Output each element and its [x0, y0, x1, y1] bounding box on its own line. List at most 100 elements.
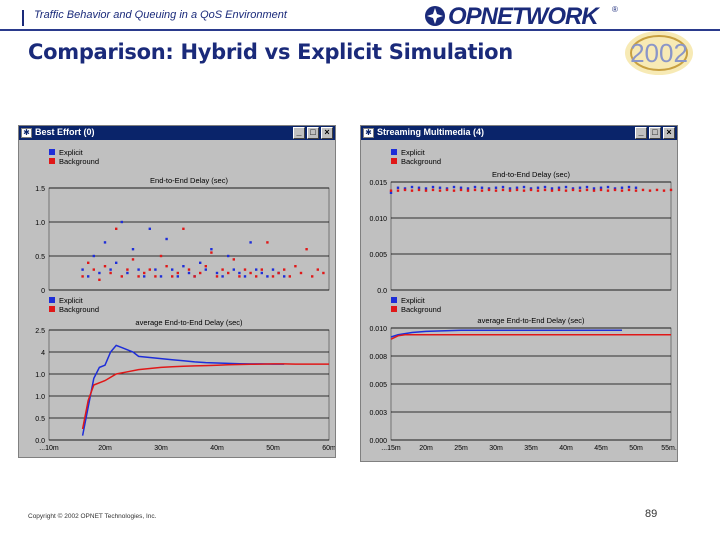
- y-tick-label: 0.0: [35, 438, 45, 445]
- legend-label: Background: [59, 305, 99, 314]
- legend-label: Background: [59, 157, 99, 166]
- data-point: [564, 185, 568, 189]
- minimize-button[interactable]: _: [635, 127, 647, 139]
- data-point: [260, 268, 263, 271]
- data-point: [87, 261, 90, 264]
- data-point: [238, 275, 241, 278]
- data-point: [255, 275, 258, 278]
- data-point: [438, 186, 442, 189]
- data-point: [389, 191, 393, 194]
- data-point: [271, 268, 275, 271]
- data-point: [238, 271, 241, 275]
- data-point: [249, 271, 252, 275]
- data-point: [260, 271, 263, 275]
- data-point: [176, 275, 179, 278]
- data-point: [669, 188, 673, 192]
- data-point: [431, 188, 435, 192]
- data-point: [182, 265, 185, 268]
- header-caption: Traffic Behavior and Queuing in a QoS En…: [34, 9, 287, 21]
- legend-swatch: [49, 158, 55, 164]
- data-point: [255, 268, 258, 271]
- y-tick-label: 0.005: [369, 252, 387, 259]
- data-point: [417, 188, 421, 192]
- y-tick-label: 0.005: [369, 382, 387, 389]
- panel-label: average End-to-End Delay (sec): [135, 318, 243, 327]
- y-tick-label: 0.000: [369, 438, 387, 445]
- window-titlebar[interactable]: ✱ Best Effort (0) _ □ ×: [19, 126, 335, 140]
- x-tick-label: 30m: [154, 445, 168, 452]
- y-tick-label: 1.0: [35, 372, 45, 379]
- data-point: [204, 265, 207, 268]
- data-point: [294, 265, 297, 268]
- window-system-icon[interactable]: ✱: [21, 128, 32, 138]
- legend-label: Explicit: [401, 296, 426, 305]
- data-point: [487, 187, 491, 190]
- opnetwork-logo: OPNETWORK ®: [420, 3, 620, 30]
- data-point: [452, 185, 456, 189]
- x-tick-label: 60m: [322, 445, 335, 452]
- data-point: [438, 189, 442, 192]
- data-point: [662, 189, 666, 192]
- window-title: Best Effort (0): [35, 127, 95, 137]
- data-point: [515, 188, 519, 192]
- window-titlebar[interactable]: ✱ Streaming Multimedia (4) _ □ ×: [361, 126, 677, 140]
- data-point: [249, 241, 252, 244]
- data-point: [126, 268, 129, 271]
- data-point: [165, 237, 168, 241]
- header-left-rule: [22, 10, 24, 26]
- data-point: [424, 189, 428, 192]
- data-point: [126, 271, 129, 275]
- data-point: [585, 185, 589, 189]
- slide-title: Comparison: Hybrid vs Explicit Simulatio…: [28, 40, 513, 64]
- data-point: [396, 189, 400, 192]
- x-tick-label: 35m: [524, 445, 538, 452]
- data-point: [103, 241, 107, 244]
- data-point: [480, 186, 484, 189]
- data-point: [210, 248, 213, 251]
- data-point: [494, 186, 498, 189]
- data-point: [143, 271, 146, 275]
- data-point: [501, 185, 505, 189]
- data-point: [543, 188, 547, 192]
- x-tick-label: 20m: [98, 445, 112, 452]
- data-point: [137, 275, 140, 278]
- y-tick-label: 2.5: [35, 328, 45, 335]
- logo-registered-mark: ®: [612, 5, 618, 14]
- data-point: [266, 241, 269, 244]
- data-point: [592, 187, 596, 190]
- y-tick-label: 0.5: [35, 254, 45, 261]
- legend-label: Explicit: [59, 148, 84, 157]
- x-tick-label: 40m: [210, 445, 224, 452]
- x-tick-label: 50m: [266, 445, 280, 452]
- data-point: [466, 189, 470, 192]
- year-2002-badge: 2002: [625, 31, 693, 75]
- window-body: Explicit Background End-to-End Delay (sec)…: [19, 140, 336, 457]
- data-point: [120, 220, 123, 224]
- plot-area: [390, 181, 672, 291]
- x-tick-label: 55m...: [661, 445, 677, 452]
- data-point: [143, 275, 146, 278]
- panel-label: average End-to-End Delay (sec): [477, 316, 585, 325]
- x-tick-label: 20m: [419, 445, 433, 452]
- data-point: [641, 188, 645, 192]
- legend-swatch: [49, 297, 55, 303]
- close-button[interactable]: ×: [321, 127, 333, 139]
- minimize-button[interactable]: _: [293, 127, 305, 139]
- data-point: [571, 187, 575, 190]
- data-point: [98, 271, 101, 275]
- data-point: [131, 248, 135, 251]
- maximize-button[interactable]: □: [649, 127, 661, 139]
- data-point: [494, 189, 498, 192]
- legend-swatch: [391, 149, 397, 155]
- data-point: [557, 186, 561, 189]
- close-button[interactable]: ×: [663, 127, 675, 139]
- maximize-button[interactable]: □: [307, 127, 319, 139]
- data-point: [536, 189, 540, 192]
- window-system-icon[interactable]: ✱: [363, 128, 374, 138]
- best-effort-window: ✱ Best Effort (0) _ □ × Explicit Backgrou…: [18, 125, 336, 458]
- data-point: [578, 186, 582, 189]
- data-point: [148, 227, 151, 230]
- data-point: [137, 268, 140, 271]
- data-point: [529, 188, 533, 192]
- data-point: [445, 187, 449, 190]
